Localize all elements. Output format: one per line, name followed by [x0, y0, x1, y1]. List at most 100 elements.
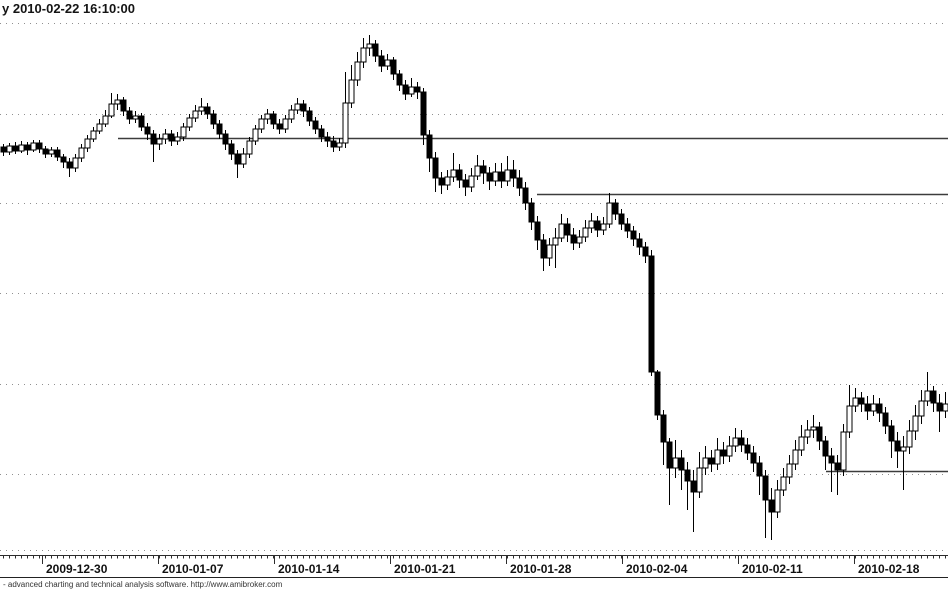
candle-body — [186, 117, 193, 128]
candle-body — [720, 449, 727, 457]
x-axis-label: 2010-01-28 — [510, 562, 572, 576]
candle-body — [570, 234, 577, 244]
candle-body — [450, 169, 457, 178]
candle-body — [516, 177, 523, 189]
candle-body — [192, 110, 199, 119]
candle-body — [456, 169, 463, 181]
candle-body — [132, 115, 139, 120]
candle-body — [426, 134, 433, 159]
candle-body — [6, 145, 13, 153]
candle-body — [72, 157, 79, 169]
candle-body — [342, 102, 349, 144]
candle-body — [336, 142, 343, 148]
candle-body — [504, 169, 511, 182]
candle-body — [102, 115, 109, 125]
candle-body — [690, 480, 697, 493]
candle-body — [510, 169, 517, 179]
candle-body — [282, 118, 289, 130]
candle-body — [480, 165, 487, 174]
candle-body — [54, 149, 61, 158]
candle-body — [528, 202, 535, 223]
candle-body — [816, 426, 823, 442]
candle-body — [558, 223, 565, 239]
candle-body — [474, 165, 481, 177]
candle-body — [630, 230, 637, 240]
candle-body — [714, 449, 721, 465]
candle-body — [870, 403, 877, 412]
candle-body — [636, 238, 643, 248]
candle-body — [252, 128, 259, 142]
candle-body — [246, 140, 253, 155]
candle-body — [324, 136, 331, 142]
candle-body — [858, 397, 865, 405]
candle-body — [564, 223, 571, 236]
candle-body — [546, 244, 553, 259]
candle-body — [822, 440, 829, 457]
candle-body — [432, 157, 439, 179]
candle-body — [492, 171, 499, 182]
candle-body — [318, 128, 325, 138]
candle-body — [852, 397, 859, 407]
candle-body — [900, 446, 907, 452]
candle-body — [834, 462, 841, 471]
candle-body — [78, 147, 85, 159]
x-axis-label: 2010-02-11 — [742, 562, 803, 576]
candle-body — [666, 441, 673, 469]
footer-text: - advanced charting and technical analys… — [3, 580, 283, 589]
candle-body — [810, 426, 817, 431]
candle-body — [240, 153, 247, 165]
candle-body — [912, 415, 919, 432]
candle-body — [660, 414, 667, 443]
candle-body — [204, 106, 211, 115]
candle-body — [438, 177, 445, 186]
candle-body — [60, 156, 67, 163]
candle-body — [390, 59, 397, 75]
candle-body — [174, 136, 181, 142]
candle-body — [684, 469, 691, 482]
candle-body — [918, 400, 925, 417]
candle-body — [678, 457, 685, 471]
candle-body — [402, 84, 409, 95]
candle-body — [654, 371, 661, 416]
candle-body — [258, 118, 265, 130]
candle-body — [120, 99, 127, 112]
candle-body — [648, 255, 655, 373]
candle-body — [894, 440, 901, 452]
candle-body — [444, 176, 451, 186]
footer-bar: - advanced charting and technical analys… — [0, 577, 948, 593]
x-axis-label: 2010-01-14 — [278, 562, 340, 576]
candle-body — [606, 202, 613, 225]
candle-body — [942, 403, 948, 412]
candle-body — [294, 103, 301, 111]
candle-body — [798, 436, 805, 451]
candle-body — [30, 142, 37, 151]
candle-body — [744, 444, 751, 454]
candle-body — [840, 431, 847, 471]
candle-body — [864, 403, 871, 412]
candle-body — [600, 223, 607, 231]
candle-body — [876, 403, 883, 414]
candle-body — [828, 455, 835, 464]
candle-body — [906, 430, 913, 448]
candle-body — [540, 239, 547, 259]
x-axis-label: 2010-02-04 — [626, 562, 688, 576]
candle-body — [588, 220, 595, 229]
x-axis-label: 2010-02-18 — [858, 562, 920, 576]
candle-body — [330, 140, 337, 148]
candle-body — [222, 133, 229, 145]
candle-body — [96, 123, 103, 132]
candle-body — [36, 142, 43, 150]
candle-body — [708, 457, 715, 465]
candle-body — [84, 138, 91, 149]
candle-body — [12, 145, 19, 152]
candle-body — [108, 103, 115, 117]
candle-body — [210, 113, 217, 125]
candle-body — [726, 445, 733, 457]
candle-body — [936, 402, 943, 412]
candle-body — [498, 171, 505, 182]
chart-title: y 2010-02-22 16:10:00 — [2, 1, 135, 16]
x-axis-label: 2010-01-21 — [394, 562, 456, 576]
candle-body — [522, 187, 529, 204]
candle-body — [552, 237, 559, 246]
